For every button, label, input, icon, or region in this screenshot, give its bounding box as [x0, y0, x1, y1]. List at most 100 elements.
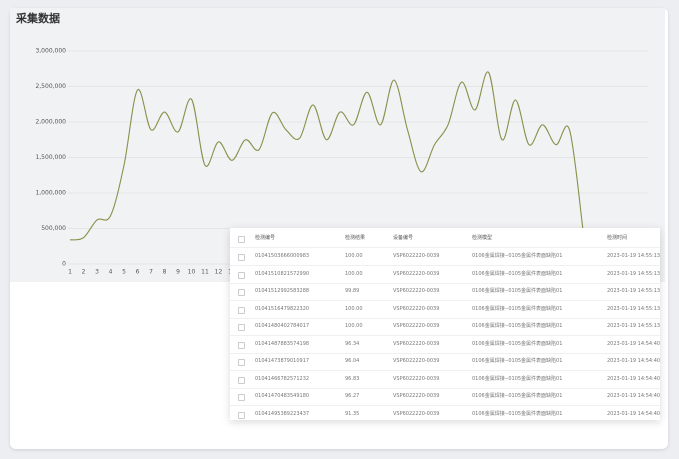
header-cell: 检测结果 — [345, 235, 366, 241]
y-tick-label: 500,000 — [41, 225, 66, 232]
checkbox[interactable] — [238, 394, 245, 401]
table-cell: 0106金属焊接--0105金属件表面缺陷01 — [472, 393, 563, 399]
checkbox[interactable] — [238, 271, 245, 279]
table-cell: 01041510821572990 — [255, 270, 310, 277]
table: 检测编号 检测结果 设备编号 检测模型 检测时间 01041503666000983 100… — [230, 228, 660, 424]
chart-title: 采集数据 — [15, 11, 60, 25]
checkbox[interactable] — [238, 236, 245, 243]
table-cell: VSP6022220-0039 — [393, 305, 440, 312]
y-tick-label: 2,000,000 — [35, 119, 66, 126]
x-tick-label: 12 — [215, 269, 223, 276]
y-tick-label: 1,500,000 — [35, 154, 66, 161]
table-row: 01041470483549180 96.27 VSP6022220-0039 010… — [230, 388, 660, 406]
x-tick-label: 11 — [201, 269, 209, 276]
table-cell: VSP6022220-0039 — [393, 340, 440, 347]
x-tick-label: 5 — [122, 269, 126, 276]
header-cell: 设备编号 — [393, 235, 414, 241]
table-cell: 01041503666000983 — [255, 253, 310, 259]
table-cell: 0106金属焊接--0105金属件表面缺陷01 — [472, 410, 563, 417]
table-cell: 01041495389223437 — [255, 410, 310, 417]
table-cell: 0106金属焊接--0105金属件表面缺陷01 — [472, 340, 563, 347]
table-cell: VSP6022220-0039 — [393, 393, 440, 399]
table-cell: VSP6022220-0039 — [393, 270, 440, 277]
checkbox[interactable] — [238, 376, 245, 384]
table-cell: 0106金属焊接--0105金属件表面缺陷01 — [472, 375, 563, 382]
table-row: 01041510821572990 100.00 VSP6022220-0039 01… — [230, 266, 660, 284]
y-tick-label: 2,500,000 — [35, 83, 66, 90]
table-cell: 2023-01-19 14:54:40 — [607, 340, 661, 347]
table-cell: VSP6022220-0039 — [393, 410, 440, 417]
table-cell: 01041516479822320 — [255, 305, 310, 312]
table-cell: 2023-01-19 14:54:40 — [607, 410, 661, 417]
table-row: 01041512992583288 99.89 VSP6022220-0039 010… — [230, 283, 660, 301]
table-cell: 91.35 — [345, 410, 360, 417]
table-cell: 01041473879010917 — [255, 358, 310, 364]
x-tick-label: 3 — [95, 269, 99, 276]
table-cell: 01041466782571232 — [255, 375, 310, 382]
table-row: 01041487883574198 96.34 VSP6022220-0039 010… — [230, 336, 660, 354]
header-cell: 检测时间 — [607, 235, 628, 241]
table-cell: VSP6022220-0039 — [393, 358, 440, 364]
table-cell: 01041480402784017 — [255, 323, 310, 329]
table-row: 01041495389223437 91.35 VSP6022220-0039 010… — [230, 406, 660, 424]
table-cell: 100.00 — [345, 253, 363, 259]
table-row: 01041516479822320 100.00 VSP6022220-0039 01… — [230, 301, 660, 319]
x-tick-label: 10 — [188, 269, 196, 276]
table-cell: VSP6022220-0039 — [393, 288, 440, 294]
table-cell: 96.34 — [345, 340, 360, 347]
checkbox[interactable] — [238, 289, 245, 296]
table-cell: 100.00 — [345, 323, 363, 329]
table-cell: 2023-01-19 14:55:13 — [607, 288, 661, 294]
table-cell: 0106金属焊接--0105金属件表面缺陷01 — [472, 288, 563, 294]
y-tick-label: 0 — [62, 261, 66, 268]
table-cell: 01041512992583288 — [255, 288, 310, 294]
table-cell: 100.00 — [345, 270, 363, 277]
table-cell: VSP6022220-0039 — [393, 375, 440, 382]
data-line — [69, 71, 584, 241]
y-tick-label: 1,000,000 — [35, 190, 66, 197]
table-cell: 2023-01-19 14:54:40 — [607, 393, 661, 399]
checkbox[interactable] — [238, 341, 245, 349]
table-row: 01041503666000983 100.00 VSP6022220-0039 01… — [230, 248, 660, 266]
table-cell: 0106金属焊接--0105金属件表面缺陷01 — [472, 323, 563, 329]
table-cell: 96.83 — [345, 375, 360, 382]
table-row: 01041466782571232 96.83 VSP6022220-0039 010… — [230, 371, 660, 389]
checkbox[interactable] — [238, 359, 245, 366]
table-row: 01041473879010917 96.04 VSP6022220-0039 010… — [230, 353, 660, 371]
table-cell: 100.00 — [345, 305, 363, 312]
checkbox[interactable] — [238, 306, 245, 314]
x-tick-label: 7 — [149, 269, 153, 276]
table-row: 01041480402784017 100.00 VSP6022220-0039 01… — [230, 318, 660, 336]
table-cell: 0106金属焊接--0105金属件表面缺陷01 — [472, 358, 563, 364]
table-cell: 2023-01-19 14:54:40 — [607, 375, 661, 382]
table-cell: VSP6022220-0039 — [393, 253, 440, 259]
checkbox[interactable] — [238, 324, 245, 331]
x-tick-label: 6 — [136, 269, 140, 276]
table-cell: VSP6022220-0039 — [393, 323, 440, 329]
x-tick-label: 2 — [82, 269, 86, 276]
table-cell: 2023-01-19 14:55:13 — [607, 270, 661, 277]
table-cell: 2023-01-19 14:54:40 — [607, 358, 661, 364]
table-cell: 96.04 — [345, 358, 360, 364]
y-tick-label: 3,000,000 — [35, 48, 66, 55]
table-cell: 01041487883574198 — [255, 340, 310, 347]
table-header: 检测编号 检测结果 设备编号 检测模型 检测时间 — [230, 230, 660, 248]
table-cell: 0106金属焊接--0105金属件表面缺陷01 — [472, 270, 563, 277]
header-cell: 检测模型 — [472, 235, 493, 241]
x-tick-label: 9 — [176, 269, 180, 276]
checkbox[interactable] — [238, 411, 245, 419]
table-cell: 01041470483549180 — [255, 393, 310, 399]
checkbox[interactable] — [238, 254, 245, 261]
x-tick-label: 8 — [163, 269, 167, 276]
x-tick-label: 4 — [109, 269, 113, 276]
table-cell: 2023-01-19 14:55:13 — [607, 253, 661, 259]
x-tick-label: 1 — [68, 269, 72, 276]
table-cell: 2023-01-19 14:55:13 — [607, 323, 661, 329]
table-cell: 99.89 — [345, 288, 360, 294]
table-cell: 0106金属焊接--0105金属件表面缺陷01 — [472, 253, 563, 259]
table-cell: 96.27 — [345, 393, 360, 399]
table-cell: 2023-01-19 14:55:13 — [607, 305, 661, 312]
table-cell: 0106金属焊接--0105金属件表面缺陷01 — [472, 305, 563, 312]
header-cell: 检测编号 — [255, 235, 276, 241]
